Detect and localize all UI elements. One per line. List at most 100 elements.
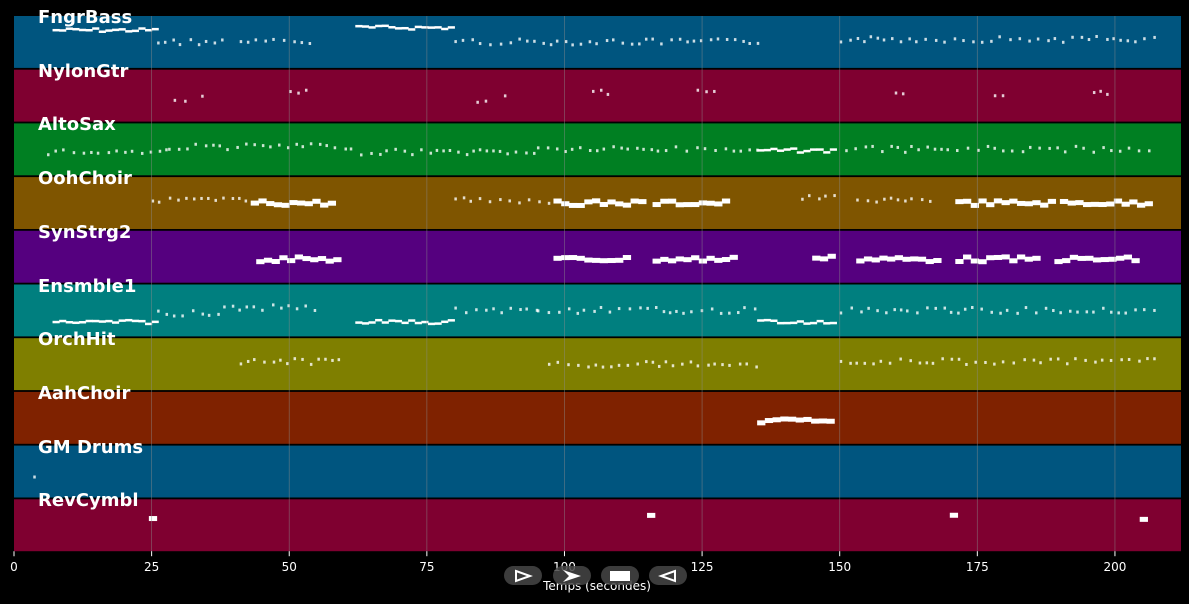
note xyxy=(630,198,639,204)
note xyxy=(617,307,621,311)
note xyxy=(92,319,100,323)
note xyxy=(652,258,661,264)
note xyxy=(484,99,488,103)
note xyxy=(401,321,409,325)
note xyxy=(1069,254,1079,260)
note xyxy=(602,147,606,151)
note xyxy=(1090,201,1099,207)
note xyxy=(757,319,765,322)
note xyxy=(756,41,760,45)
note xyxy=(980,40,984,44)
note xyxy=(98,30,106,33)
note xyxy=(681,362,684,366)
note xyxy=(492,307,495,311)
note xyxy=(854,147,857,151)
note xyxy=(272,303,275,307)
note xyxy=(978,198,987,204)
note xyxy=(594,363,598,367)
note xyxy=(1016,254,1026,260)
note xyxy=(899,308,903,312)
note xyxy=(231,197,235,201)
note xyxy=(533,151,536,155)
back-button[interactable] xyxy=(649,566,687,585)
note xyxy=(1106,92,1109,96)
note xyxy=(899,357,902,361)
note xyxy=(714,201,723,207)
note xyxy=(816,148,824,151)
note xyxy=(200,196,203,200)
note xyxy=(414,321,422,325)
note xyxy=(207,313,211,317)
note xyxy=(1047,198,1057,204)
note xyxy=(678,37,682,41)
note xyxy=(59,319,67,323)
note xyxy=(787,416,797,422)
note xyxy=(204,144,208,148)
note xyxy=(651,360,655,364)
note xyxy=(140,151,144,155)
stop-button[interactable] xyxy=(601,566,639,585)
note xyxy=(705,90,708,94)
note xyxy=(891,37,894,41)
note xyxy=(763,148,771,152)
note xyxy=(327,200,337,206)
note xyxy=(1005,308,1009,312)
note xyxy=(131,29,139,33)
note xyxy=(165,148,168,152)
note xyxy=(498,149,502,153)
note xyxy=(1131,258,1140,264)
note xyxy=(729,254,738,260)
note xyxy=(955,199,964,205)
note xyxy=(950,357,954,361)
note xyxy=(588,40,592,44)
note xyxy=(567,307,571,311)
note xyxy=(173,98,177,102)
x-tick-label: 25 xyxy=(143,560,160,574)
note xyxy=(421,26,429,29)
note xyxy=(588,149,592,153)
note xyxy=(636,362,639,366)
x-tick-label: 175 xyxy=(965,560,989,574)
note xyxy=(478,42,482,46)
note xyxy=(189,38,193,42)
note xyxy=(226,148,229,152)
note xyxy=(908,37,911,41)
note xyxy=(929,199,932,203)
note xyxy=(1136,202,1146,208)
note xyxy=(811,418,820,424)
note xyxy=(355,24,363,28)
play-outline-button[interactable] xyxy=(504,566,542,585)
note xyxy=(871,257,880,263)
note xyxy=(1023,358,1026,362)
note xyxy=(172,38,175,42)
note xyxy=(1109,358,1113,362)
note xyxy=(282,38,286,42)
note xyxy=(875,200,878,204)
note xyxy=(809,148,818,151)
note xyxy=(269,145,272,149)
note xyxy=(1056,146,1059,150)
note xyxy=(394,27,403,30)
note xyxy=(72,151,76,155)
note xyxy=(526,39,529,43)
note xyxy=(547,201,551,205)
note xyxy=(125,318,133,322)
note xyxy=(1082,146,1085,150)
note xyxy=(931,361,935,365)
note xyxy=(317,357,320,361)
note xyxy=(246,40,250,44)
play-button[interactable] xyxy=(553,566,591,585)
note xyxy=(286,362,289,366)
note xyxy=(986,202,995,208)
note xyxy=(599,258,608,264)
note xyxy=(331,358,334,362)
x-tick-label: 50 xyxy=(281,560,297,574)
note xyxy=(1036,37,1040,41)
note xyxy=(963,198,972,204)
note xyxy=(457,150,460,154)
note xyxy=(1024,256,1033,262)
note xyxy=(1039,361,1042,365)
note xyxy=(638,199,647,205)
note xyxy=(757,420,766,426)
note xyxy=(304,88,308,92)
